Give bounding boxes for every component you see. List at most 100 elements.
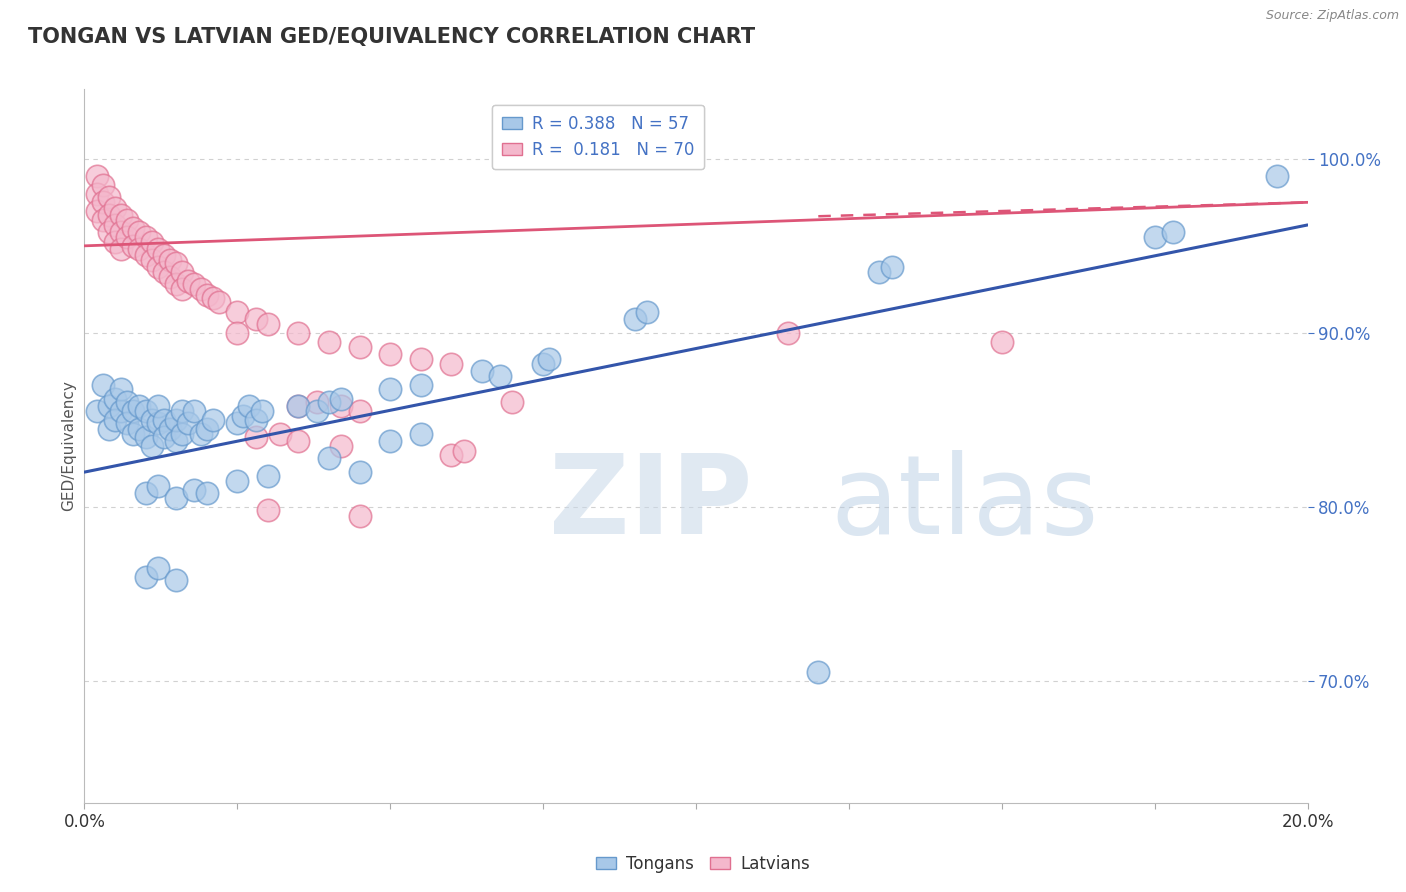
Point xyxy=(232,409,254,424)
Point xyxy=(409,378,432,392)
Point xyxy=(1265,169,1288,184)
Point xyxy=(115,212,138,227)
Point xyxy=(330,399,353,413)
Point xyxy=(201,291,224,305)
Point xyxy=(146,260,169,274)
Point xyxy=(177,417,200,431)
Point xyxy=(141,252,163,267)
Point xyxy=(257,503,280,517)
Point xyxy=(159,270,181,285)
Point xyxy=(91,212,114,227)
Point xyxy=(153,430,176,444)
Point xyxy=(330,439,353,453)
Point xyxy=(135,430,157,444)
Point xyxy=(135,404,157,418)
Point xyxy=(146,479,169,493)
Point xyxy=(159,421,181,435)
Point xyxy=(104,201,127,215)
Point xyxy=(409,426,432,441)
Point xyxy=(195,287,218,301)
Point xyxy=(201,413,224,427)
Point xyxy=(165,413,187,427)
Text: Source: ZipAtlas.com: Source: ZipAtlas.com xyxy=(1265,9,1399,22)
Point xyxy=(776,326,799,340)
Point xyxy=(122,221,145,235)
Point xyxy=(318,334,340,349)
Y-axis label: GED/Equivalency: GED/Equivalency xyxy=(60,381,76,511)
Point xyxy=(349,465,371,479)
Point xyxy=(165,256,187,270)
Point xyxy=(183,404,205,418)
Point xyxy=(287,326,309,340)
Point xyxy=(807,665,830,680)
Point xyxy=(115,395,138,409)
Point xyxy=(135,247,157,261)
Point xyxy=(165,491,187,506)
Point xyxy=(245,413,267,427)
Point xyxy=(104,218,127,232)
Point xyxy=(380,347,402,361)
Point xyxy=(172,404,194,418)
Text: ZIP: ZIP xyxy=(550,450,752,557)
Point xyxy=(97,190,120,204)
Point xyxy=(538,351,561,366)
Point xyxy=(153,265,176,279)
Point xyxy=(183,483,205,497)
Point xyxy=(489,369,512,384)
Point xyxy=(287,399,309,413)
Point xyxy=(318,395,340,409)
Point xyxy=(318,451,340,466)
Point xyxy=(165,573,187,587)
Point xyxy=(208,294,231,309)
Point xyxy=(195,421,218,435)
Point xyxy=(122,404,145,418)
Point xyxy=(531,357,554,371)
Point xyxy=(250,404,273,418)
Point xyxy=(110,404,132,418)
Point xyxy=(110,225,132,239)
Point xyxy=(153,413,176,427)
Point xyxy=(110,382,132,396)
Point xyxy=(226,305,249,319)
Point xyxy=(146,399,169,413)
Point xyxy=(195,486,218,500)
Point xyxy=(502,395,524,409)
Point xyxy=(165,277,187,292)
Point xyxy=(226,326,249,340)
Point xyxy=(104,413,127,427)
Point xyxy=(91,195,114,210)
Legend: Tongans, Latvians: Tongans, Latvians xyxy=(589,848,817,880)
Point xyxy=(257,317,280,331)
Point xyxy=(128,399,150,413)
Point xyxy=(135,569,157,583)
Point xyxy=(172,426,194,441)
Point xyxy=(146,243,169,257)
Point xyxy=(146,417,169,431)
Point xyxy=(86,169,108,184)
Point xyxy=(104,235,127,250)
Point xyxy=(91,178,114,192)
Point xyxy=(115,230,138,244)
Point xyxy=(128,225,150,239)
Point xyxy=(238,399,260,413)
Point xyxy=(380,434,402,448)
Point xyxy=(440,357,463,371)
Point xyxy=(146,561,169,575)
Point xyxy=(115,417,138,431)
Point xyxy=(305,404,328,418)
Point xyxy=(330,392,353,406)
Point xyxy=(165,434,187,448)
Point xyxy=(159,252,181,267)
Point xyxy=(226,474,249,488)
Point xyxy=(86,186,108,201)
Point xyxy=(86,204,108,219)
Point xyxy=(172,282,194,296)
Point xyxy=(471,364,494,378)
Point xyxy=(190,426,212,441)
Point xyxy=(245,312,267,326)
Point xyxy=(1161,225,1184,239)
Point xyxy=(257,468,280,483)
Point xyxy=(287,434,309,448)
Point xyxy=(128,421,150,435)
Text: atlas: atlas xyxy=(831,450,1099,557)
